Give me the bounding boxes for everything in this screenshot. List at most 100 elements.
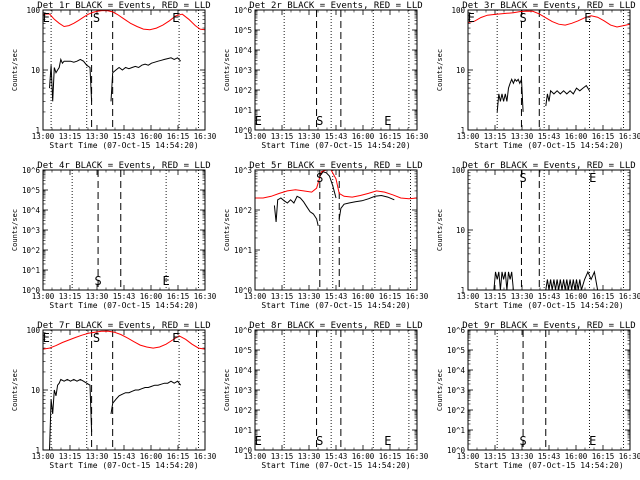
x-tick-label: 16:30 [194, 452, 217, 461]
panel-title: Det 6r BLACK = Events, RED = LLD [462, 161, 635, 171]
events-series-line [545, 84, 590, 107]
plot-frame [42, 169, 206, 291]
panel-title: Det 2r BLACK = Events, RED = LLD [249, 1, 422, 11]
x-tick-label: 16:15 [379, 292, 402, 301]
plot-frame [254, 329, 418, 451]
start-marker-label: S [93, 11, 100, 25]
plot-frame [254, 169, 418, 291]
x-axis-label: Start Time (07-Oct-15 14:54:20) [49, 141, 198, 150]
panel-title: Det 3r BLACK = Events, RED = LLD [462, 1, 635, 11]
x-tick-label: 16:00 [565, 452, 588, 461]
end-marker-label: E [589, 434, 596, 448]
y-tick-label: 10^1 [234, 246, 252, 255]
x-tick-label: 13:15 [59, 292, 82, 301]
plot-frame [254, 9, 418, 131]
x-tick-label: 16:15 [167, 292, 190, 301]
x-tick-label: 16:30 [406, 292, 429, 301]
y-tick-label: 10^2 [234, 206, 252, 215]
y-axis-label: Counts/sec [436, 369, 444, 411]
x-axis-label: Start Time (07-Oct-15 14:54:20) [474, 141, 623, 150]
events-series-line [110, 380, 182, 414]
x-tick-label: 13:30 [298, 132, 321, 141]
events-series-line [545, 270, 599, 290]
x-tick-label: 16:30 [406, 132, 429, 141]
panel-det-6: Det 6r BLACK = Events, RED = LLD Counts/s… [436, 161, 640, 310]
y-axis-label: Counts/sec [11, 49, 19, 91]
y-axis-label: Counts/sec [223, 49, 231, 91]
y-tick-label: 10^0 [447, 446, 466, 455]
x-tick-label: 16:30 [619, 292, 640, 301]
y-tick-label: 100 [26, 6, 40, 15]
x-tick-label: 13:15 [271, 132, 294, 141]
y-tick-label: 10^3 [234, 386, 252, 395]
panel-det-8: Det 8r BLACK = Events, RED = LLD Counts/s… [223, 321, 429, 470]
events-series-line [49, 57, 93, 102]
y-tick-label: 10 [456, 66, 466, 75]
x-tick-label: 13:00 [244, 132, 267, 141]
y-tick-label: 10^4 [447, 366, 466, 375]
x-tick-label: 16:15 [592, 292, 615, 301]
y-tick-label: 10^1 [234, 426, 252, 435]
x-tick-label: 16:15 [592, 132, 615, 141]
x-tick-label: 13:00 [32, 132, 55, 141]
y-tick-label: 10^0 [234, 446, 253, 455]
panel-title: Det 5r BLACK = Events, RED = LLD [249, 161, 422, 171]
plot-frame [42, 9, 206, 131]
panel-det-1: Det 1r BLACK = Events, RED = LLD Counts/s… [11, 1, 217, 150]
events-series-line [493, 271, 514, 290]
x-tick-label: 16:15 [379, 132, 402, 141]
panel-det-3: Det 3r BLACK = Events, RED = LLD Counts/s… [436, 1, 640, 150]
x-tick-label: 13:00 [244, 292, 267, 301]
end-marker-label: E [584, 11, 591, 25]
x-tick-label: 16:00 [352, 452, 375, 461]
lld-series-line [468, 10, 630, 28]
x-axis-label: Start Time (07-Oct-15 14:54:20) [261, 301, 410, 310]
y-tick-label: 10^2 [234, 86, 252, 95]
x-axis-label: Start Time (07-Oct-15 14:54:20) [474, 301, 623, 310]
plot-frame [467, 9, 631, 131]
x-tick-label: 16:00 [565, 292, 588, 301]
y-tick-label: 10^3 [22, 226, 40, 235]
x-tick-label: 15:43 [113, 452, 136, 461]
start-marker-label: S [519, 434, 526, 448]
y-tick-label: 10^6 [22, 166, 41, 175]
x-tick-label: 16:30 [406, 452, 429, 461]
x-tick-label: 13:30 [86, 452, 109, 461]
y-axis-label: Counts/sec [11, 209, 19, 251]
y-tick-label: 1 [460, 126, 465, 135]
x-tick-label: 13:15 [59, 452, 82, 461]
y-tick-label: 100 [451, 166, 465, 175]
x-tick-label: 13:00 [457, 132, 480, 141]
y-tick-label: 10^5 [234, 26, 252, 35]
x-tick-label: 16:00 [565, 132, 588, 141]
panel-title: Det 4r BLACK = Events, RED = LLD [37, 161, 210, 171]
end-marker-label: E [172, 11, 179, 25]
y-tick-label: 1 [35, 126, 40, 135]
y-tick-label: 10^0 [234, 126, 253, 135]
y-tick-label: 10 [456, 226, 466, 235]
y-tick-label: 10^1 [22, 266, 40, 275]
start-marker-label: S [316, 114, 323, 128]
events-series-line [319, 171, 337, 199]
x-tick-label: 15:43 [113, 292, 136, 301]
y-axis-label: Counts/sec [223, 369, 231, 411]
y-tick-label: 10^0 [234, 286, 253, 295]
y-tick-label: 100 [451, 6, 465, 15]
start-marker-label: S [519, 11, 526, 25]
x-tick-label: 16:30 [619, 452, 640, 461]
plot-frame [467, 329, 631, 451]
lld-series-line [43, 10, 205, 31]
y-tick-label: 10^3 [447, 386, 465, 395]
x-tick-label: 13:15 [484, 132, 507, 141]
y-tick-label: 10 [31, 66, 41, 75]
x-tick-label: 16:15 [167, 452, 190, 461]
plot-frame [467, 169, 631, 291]
y-tick-label: 10^4 [22, 206, 41, 215]
y-tick-label: 10^3 [234, 166, 252, 175]
y-tick-label: 10^5 [22, 186, 40, 195]
